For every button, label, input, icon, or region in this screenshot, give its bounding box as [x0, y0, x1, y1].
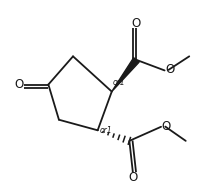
Text: or1: or1 — [99, 126, 112, 135]
Polygon shape — [112, 58, 139, 92]
Text: or1: or1 — [113, 78, 125, 87]
Text: O: O — [165, 63, 174, 76]
Text: O: O — [15, 78, 24, 91]
Text: O: O — [132, 17, 141, 30]
Text: O: O — [128, 171, 138, 184]
Text: O: O — [162, 120, 171, 133]
